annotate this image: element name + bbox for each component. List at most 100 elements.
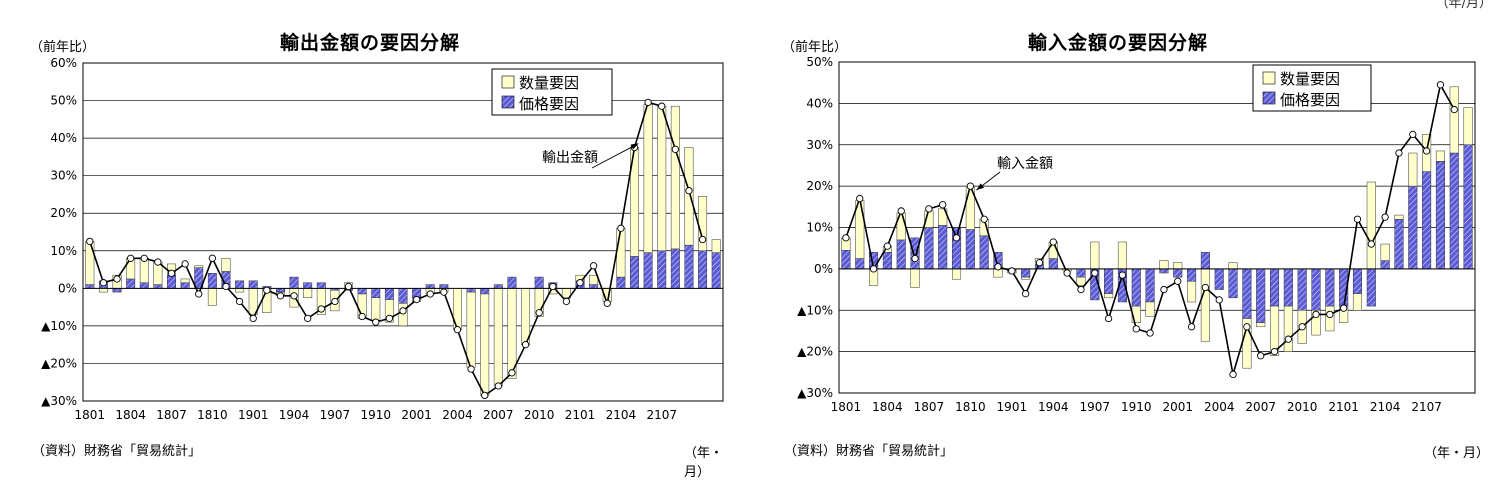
bar-price-factor: [207, 273, 217, 289]
total-marker: [911, 254, 919, 263]
total-marker: [154, 258, 162, 266]
bar-price-factor: [1422, 171, 1432, 270]
y-tick-label: 0%: [58, 281, 77, 295]
bar-price-factor: [1048, 258, 1058, 270]
bar-quantity-factor: [194, 265, 204, 268]
bar-price-factor: [1242, 268, 1252, 319]
total-marker: [399, 307, 407, 315]
total-marker: [1104, 314, 1113, 323]
bar-price-factor: [1269, 268, 1280, 307]
legend-swatch-quantity: [501, 75, 515, 89]
total-marker: [195, 290, 203, 298]
bar-price-factor: [1256, 268, 1266, 323]
total-marker: [1229, 370, 1237, 379]
bar-quantity-factor: [1463, 107, 1473, 145]
bar-price-factor: [924, 227, 934, 270]
x-axis-unit-label: （年・月）: [684, 446, 724, 480]
total-marker: [358, 312, 366, 321]
total-marker: [235, 297, 244, 306]
bar-quantity-factor: [1449, 86, 1459, 154]
total-marker: [140, 254, 148, 262]
x-tick-label: 1910: [360, 408, 391, 422]
total-marker: [1257, 352, 1265, 360]
bar-price-factor: [1297, 268, 1307, 311]
annotation-arrowhead: [976, 183, 984, 191]
bar-quantity-factor: [303, 288, 313, 298]
total-marker: [249, 314, 257, 323]
bar-price-factor: [507, 276, 517, 289]
chart-title: 輸出金額の要因分解: [280, 32, 461, 54]
x-tick-label: 1910: [1121, 400, 1152, 414]
bar-price-factor: [1187, 268, 1197, 282]
bar-price-factor: [357, 288, 367, 295]
total-marker: [1243, 323, 1251, 331]
bar-price-factor: [1435, 161, 1445, 270]
total-marker: [222, 282, 230, 291]
annotation-arrowhead: [630, 143, 639, 150]
total-marker: [99, 279, 108, 287]
bar-price-factor: [1463, 144, 1473, 270]
total-marker: [883, 242, 892, 250]
bar-price-factor: [1131, 268, 1141, 307]
total-marker: [1409, 130, 1417, 139]
bar-price-factor: [979, 235, 989, 270]
bar-price-factor: [180, 282, 190, 289]
bar-quantity-factor: [1117, 241, 1127, 270]
total-marker: [644, 98, 652, 107]
total-marker: [1022, 290, 1030, 298]
total-marker: [576, 279, 584, 287]
bar-price-factor: [616, 276, 626, 289]
bar-quantity-factor: [1366, 181, 1376, 270]
bar-price-factor: [684, 244, 694, 289]
bar-quantity-factor: [371, 297, 381, 321]
x-tick-label: 1804: [872, 400, 903, 414]
top-right-fragment: （年/月）: [1435, 0, 1492, 11]
bar-price-factor: [965, 229, 975, 270]
bar-quantity-factor: [1380, 243, 1390, 261]
x-tick-label: 2004: [1204, 400, 1235, 414]
total-marker: [603, 299, 611, 308]
bar-quantity-factor: [1145, 301, 1155, 317]
bar-price-factor: [1283, 268, 1293, 307]
legend-label-price: 価格要因: [1280, 91, 1340, 109]
bar-price-factor: [1228, 268, 1238, 299]
total-marker: [508, 369, 516, 377]
bar-quantity-factor: [951, 268, 962, 280]
bar-price-factor: [698, 250, 708, 289]
x-tick-label: 2004: [442, 408, 473, 422]
y-tick-label: 10%: [806, 221, 833, 235]
source-note: （資料）財務省「貿易統計」: [32, 444, 202, 459]
bar-quantity-factor: [466, 291, 476, 368]
bar-quantity-factor: [589, 274, 599, 285]
x-tick-label: 2101: [565, 408, 596, 422]
total-marker: [426, 290, 434, 298]
bar-price-factor: [153, 284, 163, 289]
total-marker: [925, 205, 933, 213]
bar-quantity-factor: [139, 258, 149, 283]
total-marker: [671, 145, 679, 154]
annotation-leader-line: [591, 143, 639, 169]
bar-quantity-factor: [657, 105, 667, 252]
bar-quantity-factor: [1021, 276, 1031, 280]
bar-price-factor: [112, 288, 122, 293]
x-tick-label: 1807: [156, 408, 187, 422]
x-tick-label: 1904: [1038, 400, 1069, 414]
legend-swatch-quantity: [1262, 71, 1276, 85]
bar-price-factor: [1394, 218, 1404, 270]
bar-price-factor: [316, 282, 326, 289]
bar-quantity-factor: [1187, 281, 1197, 303]
bar-quantity-factor: [98, 288, 108, 293]
total-marker: [1077, 285, 1085, 294]
y-tick-label: 50%: [806, 55, 833, 69]
bar-quantity-factor: [1352, 293, 1363, 311]
total-marker: [994, 263, 1002, 271]
bar-quantity-factor: [1435, 150, 1445, 162]
bar-quantity-factor: [670, 105, 680, 250]
bar-quantity-factor: [1104, 293, 1114, 299]
bar-quantity-factor: [221, 258, 231, 272]
bar-price-factor: [657, 250, 667, 289]
total-marker: [1174, 277, 1182, 285]
legend-swatch-price: [1262, 91, 1276, 105]
